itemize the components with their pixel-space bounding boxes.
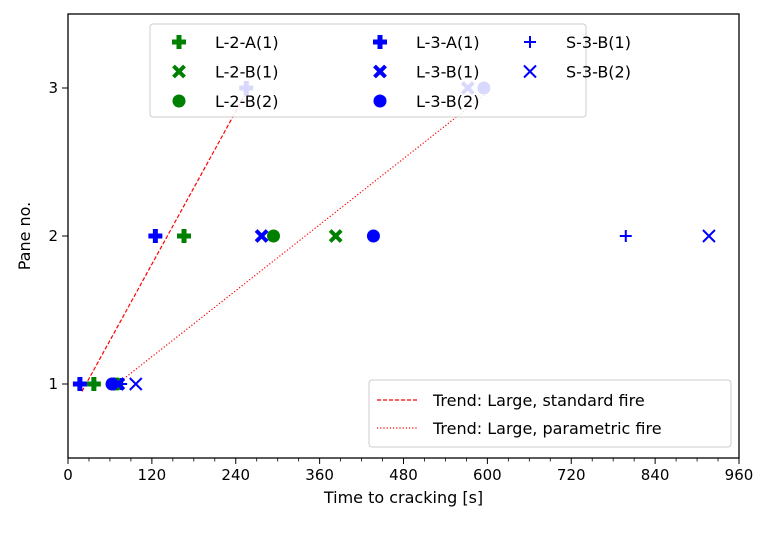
series-L-3-A(1)	[72, 81, 254, 391]
legend-box	[149, 23, 587, 118]
legend-marker	[373, 64, 387, 79]
series-legend: L-2-A(1) L-2-B(1) L-2-B(2) L-3-A(1) L-3-B(1)…	[149, 23, 631, 118]
legend-marker	[523, 64, 537, 79]
legend-label: Trend: Large, standard fire	[432, 391, 645, 410]
x-tick-label: 720	[557, 466, 586, 484]
series-S-3-B(2)	[129, 229, 716, 391]
series-L-2-A(1)	[86, 229, 192, 391]
legend-label: S-3-B(2)	[566, 63, 631, 82]
series-S-3-B(1)	[115, 230, 632, 390]
data-point	[148, 229, 163, 243]
data-point	[328, 229, 343, 243]
x-axis-label: Time to cracking [s]	[323, 488, 483, 507]
data-point	[72, 377, 87, 391]
data-point	[366, 229, 380, 243]
legend-label: L-3-B(1)	[416, 63, 479, 82]
data-point	[86, 377, 101, 391]
x-tick-label: 480	[389, 466, 418, 484]
trend-line	[113, 94, 485, 388]
legend-marker	[373, 94, 387, 108]
x-tick-label: 240	[221, 466, 250, 484]
data-point	[105, 377, 119, 391]
legend-marker	[172, 35, 186, 49]
legend-label: L-3-B(2)	[416, 92, 479, 111]
legend-box	[368, 379, 732, 448]
y-tick-label: 1	[48, 375, 58, 393]
data-point	[702, 229, 716, 243]
y-axis-label: Pane no.	[15, 202, 34, 271]
data-point	[115, 378, 128, 390]
data-point	[129, 377, 143, 391]
data-point	[177, 229, 192, 243]
x-tick-label: 600	[473, 466, 502, 484]
trend-legend: Trend: Large, standard fire Trend: Large,…	[368, 379, 732, 448]
legend-label: L-2-B(1)	[215, 63, 278, 82]
y-tick-label: 3	[48, 79, 58, 97]
legend-marker	[373, 35, 387, 49]
legend-marker	[524, 36, 536, 48]
legend-label: Trend: Large, parametric fire	[432, 419, 662, 438]
legend-label: L-2-A(1)	[215, 33, 279, 52]
data-point	[619, 230, 632, 242]
x-tick-label: 840	[641, 466, 670, 484]
legend-marker	[172, 94, 186, 108]
x-tick-label: 960	[725, 466, 754, 484]
data-point	[254, 229, 269, 243]
legend-label: S-3-B(1)	[566, 33, 631, 52]
series-L-3-B(2)	[105, 81, 491, 391]
y-tick-label: 2	[48, 227, 58, 245]
legend-marker	[172, 64, 186, 79]
x-tick-label: 0	[63, 466, 73, 484]
legend-label: L-2-B(2)	[215, 92, 278, 111]
x-tick-label: 120	[138, 466, 167, 484]
series-L-2-B(2)	[110, 229, 280, 391]
series-L-2-B(1)	[328, 229, 343, 243]
legend-label: L-3-A(1)	[416, 33, 480, 52]
x-tick-label: 360	[305, 466, 334, 484]
data-point	[266, 229, 280, 243]
trend-line	[81, 92, 247, 392]
